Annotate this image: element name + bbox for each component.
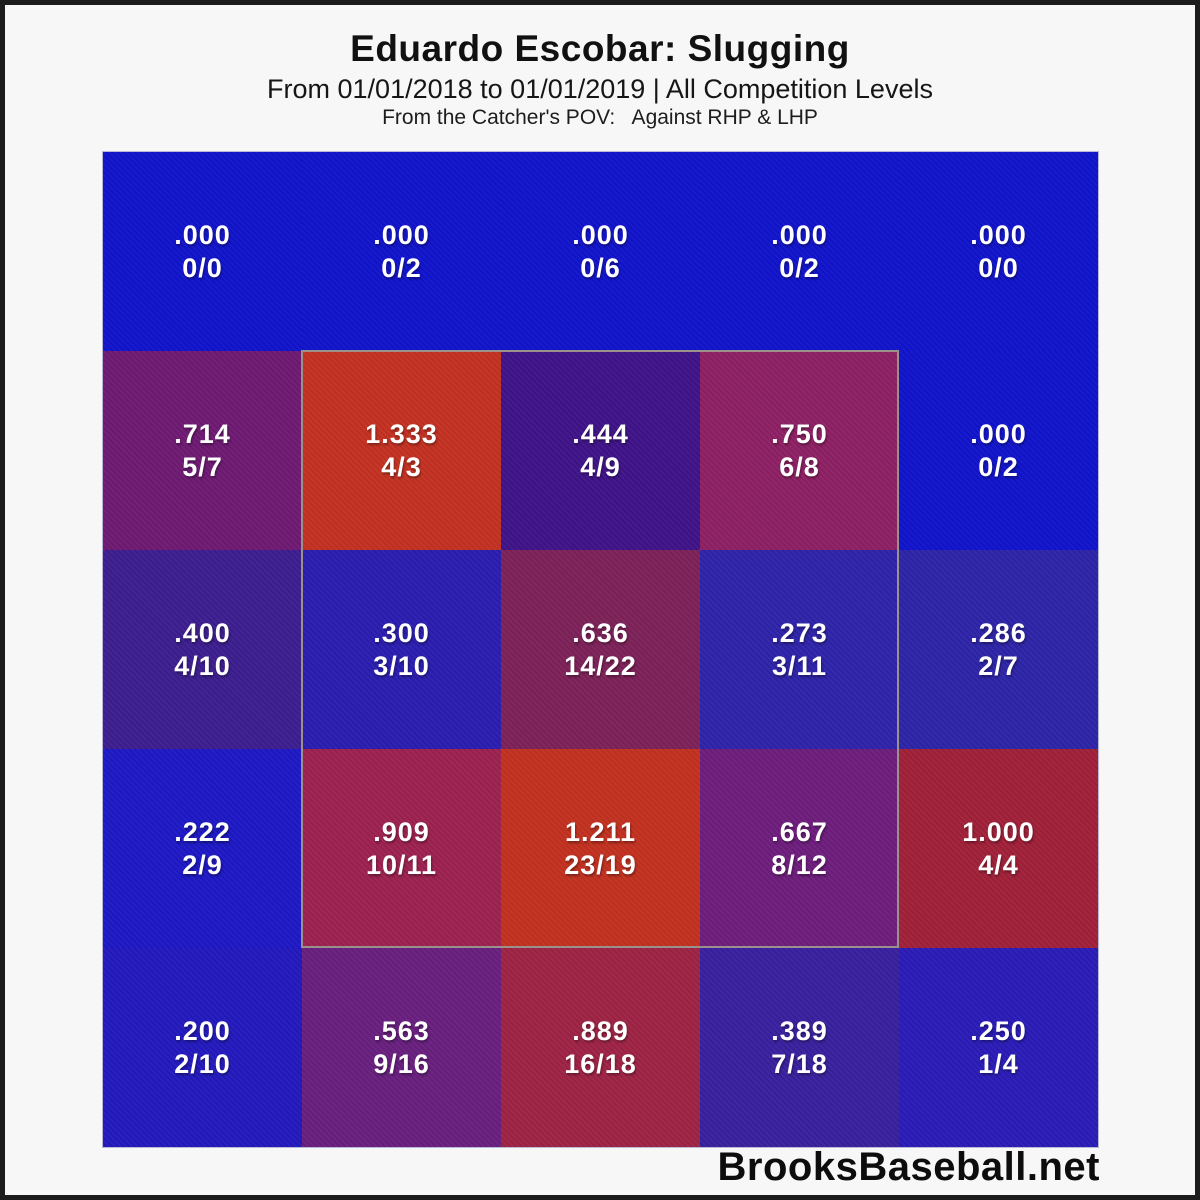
- heatmap-cell-r3c4: .273 3/11: [700, 550, 899, 749]
- heatmap-cell-r1c5: .000 0/0: [899, 152, 1098, 351]
- heatmap-cell-r1c3: .000 0/6: [501, 152, 700, 351]
- cell-hits-per-atbats: 10/11: [365, 849, 438, 880]
- heatmap-cell-r3c2: .300 3/10: [302, 550, 501, 749]
- cell-hits-per-atbats: 4/4: [978, 849, 1019, 880]
- cell-slugging-value: .400: [174, 617, 231, 648]
- cell-hits-per-atbats: 3/10: [373, 650, 430, 681]
- cell-slugging-value: .909: [373, 816, 430, 847]
- heatmap-cell-r1c2: .000 0/2: [302, 152, 501, 351]
- brand-watermark: BrooksBaseball.net: [717, 1145, 1100, 1189]
- cell-slugging-value: .636: [572, 617, 629, 648]
- cell-hits-per-atbats: 14/22: [564, 650, 637, 681]
- cell-slugging-value: 1.211: [564, 816, 637, 847]
- heatmap-cell-r4c2: .909 10/11: [302, 749, 501, 948]
- cell-hits-per-atbats: 0/0: [182, 252, 223, 283]
- cell-slugging-value: .389: [771, 1015, 828, 1046]
- cell-slugging-value: .250: [970, 1015, 1027, 1046]
- cell-slugging-value: .300: [373, 617, 430, 648]
- cell-slugging-value: .222: [174, 816, 231, 847]
- date-range-subtitle: From 01/01/2018 to 01/01/2019 | All Comp…: [267, 74, 933, 104]
- cell-slugging-value: .273: [771, 617, 828, 648]
- pov-split-line: From the Catcher's POV: Against RHP & LH…: [382, 106, 818, 129]
- cell-hits-per-atbats: 0/2: [978, 451, 1019, 482]
- cell-hits-per-atbats: 4/3: [381, 451, 422, 482]
- page-title: Eduardo Escobar: Slugging: [350, 28, 850, 69]
- cell-slugging-value: 1.000: [962, 816, 1035, 847]
- heatmap-cell-r2c5: .000 0/2: [899, 351, 1098, 550]
- cell-slugging-value: .000: [970, 219, 1027, 250]
- cell-slugging-value: .286: [970, 617, 1027, 648]
- cell-hits-per-atbats: 9/16: [373, 1048, 430, 1079]
- slugging-heatmap-grid: .000 0/0.000 0/2.000 0/6.000 0/2.000 0/0.714 5…: [102, 151, 1099, 1148]
- cell-slugging-value: .000: [572, 219, 629, 250]
- cell-slugging-value: .667: [771, 816, 828, 847]
- cell-slugging-value: .000: [970, 418, 1027, 449]
- cell-hits-per-atbats: 2/9: [182, 849, 223, 880]
- heatmap-cell-r1c1: .000 0/0: [103, 152, 302, 351]
- cell-hits-per-atbats: 7/18: [771, 1048, 828, 1079]
- heatmap-cell-r4c5: 1.000 4/4: [899, 749, 1098, 948]
- heatmap-cell-r5c1: .200 2/10: [103, 948, 302, 1147]
- heatmap-cell-r2c2: 1.333 4/3: [302, 351, 501, 550]
- cell-hits-per-atbats: 16/18: [564, 1048, 637, 1079]
- cell-slugging-value: .200: [174, 1015, 231, 1046]
- cell-slugging-value: .000: [373, 219, 430, 250]
- heatmap-cell-r5c2: .563 9/16: [302, 948, 501, 1147]
- cell-hits-per-atbats: 4/10: [174, 650, 231, 681]
- heatmap-cell-r5c4: .389 7/18: [700, 948, 899, 1147]
- cell-hits-per-atbats: 0/0: [978, 252, 1019, 283]
- heatmap-cell-r2c1: .714 5/7: [103, 351, 302, 550]
- heatmap-cell-r3c3: .636 14/22: [501, 550, 700, 749]
- cell-hits-per-atbats: 2/7: [978, 650, 1019, 681]
- cell-hits-per-atbats: 0/2: [381, 252, 422, 283]
- heatmap-cell-r5c5: .250 1/4: [899, 948, 1098, 1147]
- heatmap-cell-r4c1: .222 2/9: [103, 749, 302, 948]
- cell-slugging-value: 1.333: [365, 418, 438, 449]
- heatmap-cell-r4c4: .667 8/12: [700, 749, 899, 948]
- cell-slugging-value: .000: [174, 219, 231, 250]
- cell-hits-per-atbats: 0/6: [580, 252, 621, 283]
- cell-hits-per-atbats: 4/9: [580, 451, 621, 482]
- heatmap-cell-r2c4: .750 6/8: [700, 351, 899, 550]
- cell-hits-per-atbats: 3/11: [771, 650, 828, 681]
- cell-hits-per-atbats: 6/8: [779, 451, 820, 482]
- cell-hits-per-atbats: 0/2: [779, 252, 820, 283]
- cell-slugging-value: .444: [572, 418, 629, 449]
- cell-hits-per-atbats: 5/7: [182, 451, 223, 482]
- heatmap-cell-r2c3: .444 4/9: [501, 351, 700, 550]
- cell-hits-per-atbats: 8/12: [771, 849, 828, 880]
- heatmap-cell-r1c4: .000 0/2: [700, 152, 899, 351]
- heatmap-cell-r4c3: 1.211 23/19: [501, 749, 700, 948]
- cell-slugging-value: .750: [771, 418, 828, 449]
- cell-hits-per-atbats: 1/4: [978, 1048, 1019, 1079]
- cell-slugging-value: .000: [771, 219, 828, 250]
- heatmap-cell-r3c5: .286 2/7: [899, 550, 1098, 749]
- cell-hits-per-atbats: 23/19: [564, 849, 637, 880]
- cell-hits-per-atbats: 2/10: [174, 1048, 231, 1079]
- cell-slugging-value: .889: [572, 1015, 629, 1046]
- cell-slugging-value: .563: [373, 1015, 430, 1046]
- heatmap-cell-r3c1: .400 4/10: [103, 550, 302, 749]
- heatmap-cell-r5c3: .889 16/18: [501, 948, 700, 1147]
- cell-slugging-value: .714: [174, 418, 231, 449]
